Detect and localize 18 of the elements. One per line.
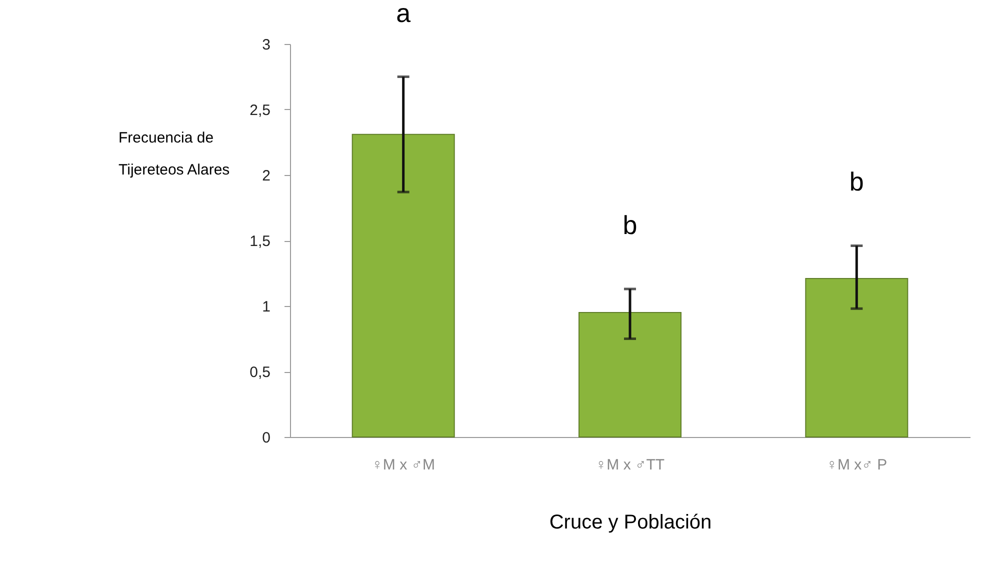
y-axis-title: Frecuencia de Tijereteos Alares xyxy=(118,130,230,178)
x-tick-label: ♀M x ♂TT xyxy=(595,456,665,474)
y-tick-label: 1 xyxy=(262,298,270,316)
annotation: b xyxy=(849,166,864,197)
annotation: b xyxy=(622,210,638,240)
y-tick-label: 0 xyxy=(262,430,270,446)
bar xyxy=(352,134,455,438)
bar xyxy=(805,278,908,438)
y-tick-label: 2 xyxy=(262,168,270,184)
y-tick-label: 0,5 xyxy=(250,364,270,381)
bar xyxy=(578,312,682,438)
y-tick-label: 3 xyxy=(262,36,270,54)
y-tick-label: 1,5 xyxy=(250,233,270,250)
text: a xyxy=(396,0,412,28)
x-axis-title: Cruce y Población xyxy=(549,512,712,534)
x-tick-label: ♀M x♂ P xyxy=(826,456,888,474)
y-tick-label: 2,5 xyxy=(250,102,270,119)
x-tick-label: ♀M x ♂M xyxy=(372,456,435,474)
